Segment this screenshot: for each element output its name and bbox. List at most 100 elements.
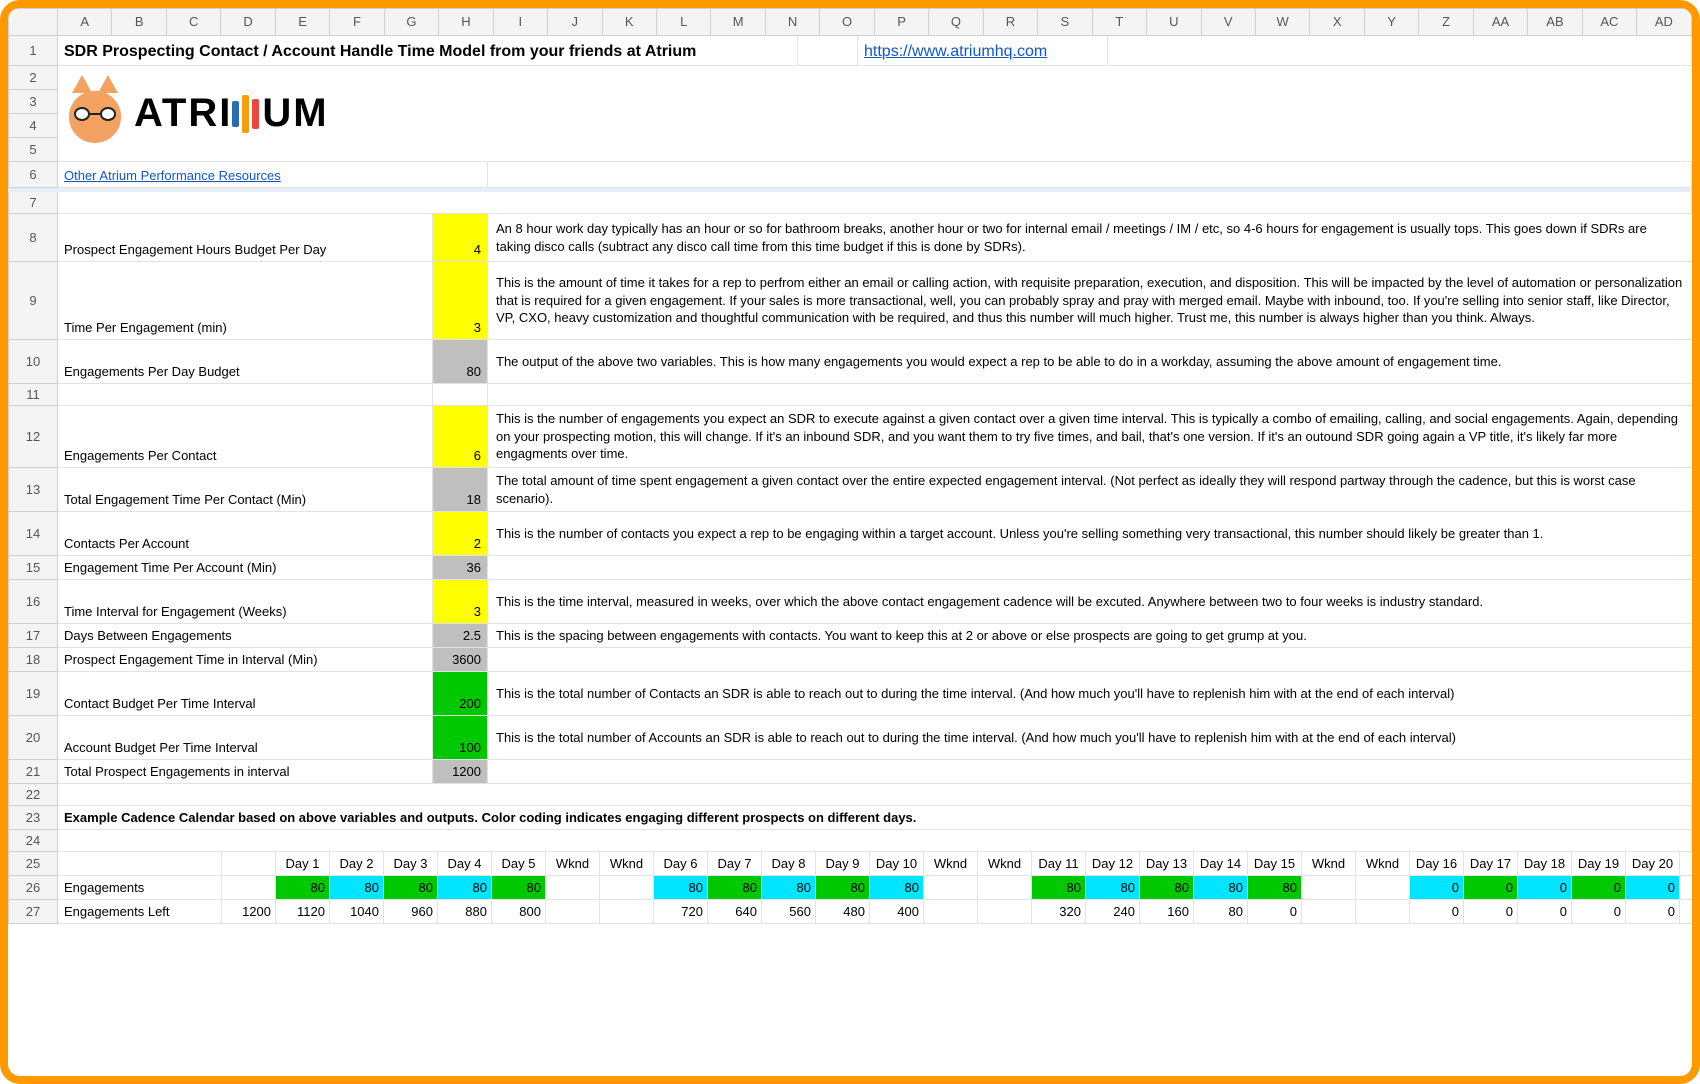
row-header[interactable]: 23 (8, 806, 58, 830)
column-header[interactable]: I (494, 8, 548, 36)
engagement-left-cell[interactable]: 0 (1464, 900, 1518, 923)
row-header[interactable]: 18 (8, 648, 58, 672)
row-header[interactable]: 1 (8, 36, 58, 66)
row-header[interactable]: 26 (8, 876, 58, 900)
model-value[interactable]: 2 (433, 512, 488, 555)
atrium-link[interactable]: https://www.atriumhq.com (858, 36, 1108, 65)
row-header[interactable]: 12 (8, 406, 58, 468)
engagement-left-cell[interactable]: 560 (762, 900, 816, 923)
model-value[interactable]: 200 (433, 672, 488, 715)
engagement-cell[interactable]: 80 (816, 876, 870, 899)
engagement-cell[interactable]: 0 (1464, 876, 1518, 899)
engagement-left-cell[interactable]: 0 (1572, 900, 1626, 923)
model-value[interactable] (433, 384, 488, 405)
column-header[interactable]: U (1147, 8, 1201, 36)
model-value[interactable]: 3600 (433, 648, 488, 671)
engagement-cell[interactable] (924, 876, 978, 899)
column-header[interactable]: B (112, 8, 166, 36)
column-header[interactable]: G (385, 8, 439, 36)
engagement-cell[interactable] (600, 876, 654, 899)
row-header[interactable]: 11 (8, 384, 58, 406)
engagement-cell[interactable]: 0 (1626, 876, 1680, 899)
engagement-left-cell[interactable]: 0 (1518, 900, 1572, 923)
row-header[interactable]: 2 (8, 66, 58, 90)
row-header[interactable]: 14 (8, 512, 58, 556)
engagement-left-cell[interactable]: 160 (1140, 900, 1194, 923)
column-header[interactable]: S (1038, 8, 1092, 36)
row-header[interactable]: 21 (8, 760, 58, 784)
column-header[interactable]: J (548, 8, 602, 36)
resources-link[interactable]: Other Atrium Performance Resources (58, 162, 488, 187)
column-header[interactable]: M (711, 8, 765, 36)
engagement-cell[interactable] (1356, 876, 1410, 899)
model-value[interactable]: 2.5 (433, 624, 488, 647)
row-header[interactable]: 3 (8, 90, 58, 114)
engagement-cell[interactable]: 80 (1086, 876, 1140, 899)
row-header[interactable]: 16 (8, 580, 58, 624)
column-header[interactable]: AA (1474, 8, 1528, 36)
model-value[interactable]: 6 (433, 406, 488, 467)
engagement-cell[interactable]: 80 (1032, 876, 1086, 899)
row-header[interactable]: 6 (8, 162, 58, 188)
row-header[interactable]: 17 (8, 624, 58, 648)
row-header[interactable]: 25 (8, 852, 58, 876)
engagement-cell[interactable]: 80 (708, 876, 762, 899)
column-header[interactable]: P (875, 8, 929, 36)
engagement-cell[interactable]: 80 (276, 876, 330, 899)
column-header[interactable]: A (58, 8, 112, 36)
column-header[interactable]: C (167, 8, 221, 36)
column-header[interactable]: Z (1419, 8, 1473, 36)
engagement-left-cell[interactable]: 1120 (276, 900, 330, 923)
engagement-cell[interactable]: 80 (384, 876, 438, 899)
engagement-left-cell[interactable]: 240 (1086, 900, 1140, 923)
model-value[interactable]: 36 (433, 556, 488, 579)
row-header[interactable]: 9 (8, 262, 58, 340)
start-value[interactable]: 1200 (222, 900, 276, 923)
column-header[interactable]: V (1202, 8, 1256, 36)
column-header[interactable]: K (603, 8, 657, 36)
column-header[interactable]: W (1256, 8, 1310, 36)
engagement-left-cell[interactable] (546, 900, 600, 923)
row-header[interactable]: 15 (8, 556, 58, 580)
engagement-left-cell[interactable]: 720 (654, 900, 708, 923)
column-header[interactable]: AD (1637, 8, 1691, 36)
row-header[interactable]: 22 (8, 784, 58, 806)
engagement-left-cell[interactable]: 960 (384, 900, 438, 923)
column-header[interactable]: L (657, 8, 711, 36)
row-header[interactable]: 27 (8, 900, 58, 924)
engagement-left-cell[interactable] (978, 900, 1032, 923)
engagement-left-cell[interactable]: 0 (1626, 900, 1680, 923)
engagement-cell[interactable]: 80 (1248, 876, 1302, 899)
column-header[interactable]: X (1310, 8, 1364, 36)
engagement-cell[interactable]: 80 (330, 876, 384, 899)
engagement-left-cell[interactable]: 0 (1410, 900, 1464, 923)
engagement-cell[interactable]: 80 (762, 876, 816, 899)
engagement-left-cell[interactable]: 640 (708, 900, 762, 923)
column-header[interactable]: Y (1365, 8, 1419, 36)
engagement-cell[interactable]: 0 (1572, 876, 1626, 899)
column-header[interactable]: AC (1583, 8, 1637, 36)
engagement-cell[interactable]: 80 (1140, 876, 1194, 899)
column-header[interactable]: E (276, 8, 330, 36)
engagement-cell[interactable]: 80 (870, 876, 924, 899)
engagement-left-cell[interactable]: 880 (438, 900, 492, 923)
engagement-cell[interactable]: 80 (1194, 876, 1248, 899)
model-value[interactable]: 1200 (433, 760, 488, 783)
engagement-left-cell[interactable] (1356, 900, 1410, 923)
engagement-left-cell[interactable]: 400 (870, 900, 924, 923)
column-header[interactable]: Q (929, 8, 983, 36)
column-header[interactable]: O (820, 8, 874, 36)
model-value[interactable]: 3 (433, 580, 488, 623)
engagement-cell[interactable]: 0 (1410, 876, 1464, 899)
column-header[interactable]: D (221, 8, 275, 36)
engagement-left-cell[interactable]: 800 (492, 900, 546, 923)
row-header[interactable]: 10 (8, 340, 58, 384)
engagement-left-cell[interactable]: 480 (816, 900, 870, 923)
engagement-left-cell[interactable] (1302, 900, 1356, 923)
engagement-left-cell[interactable] (924, 900, 978, 923)
engagement-cell[interactable] (546, 876, 600, 899)
model-value[interactable]: 100 (433, 716, 488, 759)
engagement-left-cell[interactable]: 320 (1032, 900, 1086, 923)
model-value[interactable]: 18 (433, 468, 488, 511)
column-header[interactable]: F (330, 8, 384, 36)
